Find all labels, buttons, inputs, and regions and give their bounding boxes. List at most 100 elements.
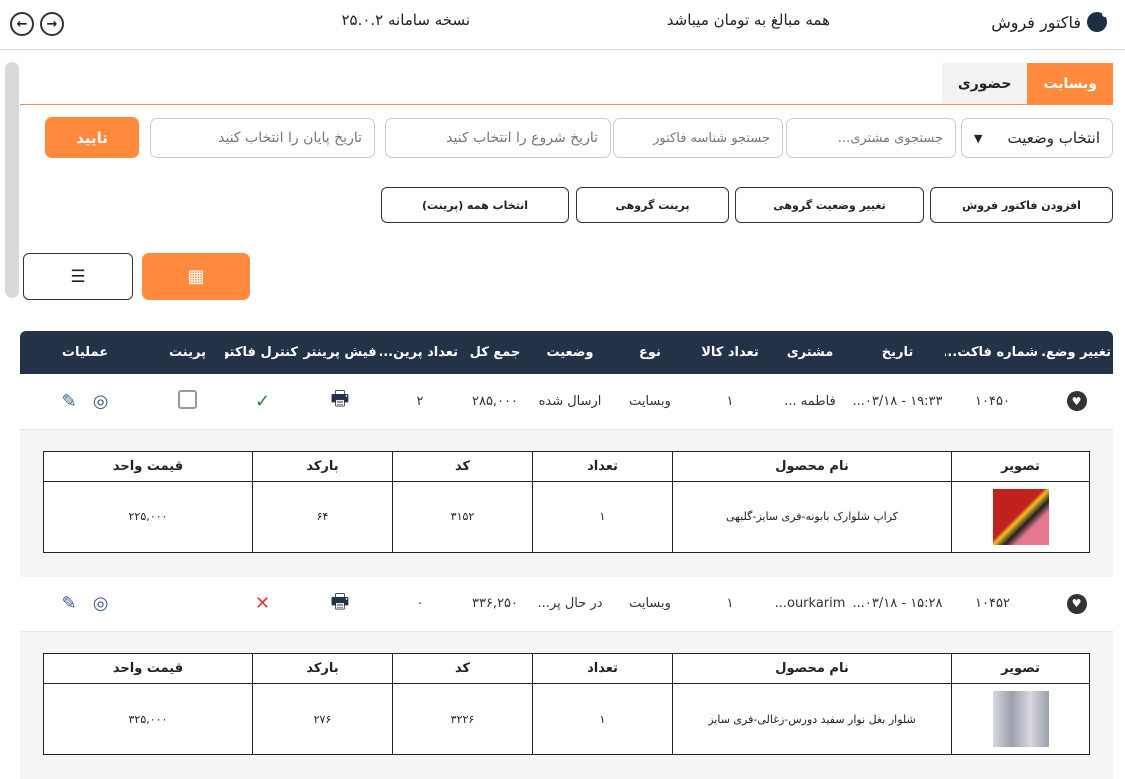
sub-col: بارکد (253, 654, 393, 684)
col-print: پرینت (150, 331, 225, 374)
control-cell: ✕ (225, 577, 300, 632)
col-item-count: تعداد کالا (690, 331, 770, 374)
status: در حال پر... (530, 577, 610, 632)
product-name: کراپ شلوارک بابونه-فری سایز-گلبهی (673, 481, 952, 552)
product-name: شلوار بغل نوار سفید دورس-زغالی-فری سایز (673, 684, 952, 755)
bulk-print-button[interactable]: پرینت گروهی (576, 187, 729, 223)
grid-icon: ▦ (188, 266, 205, 287)
sub-col: قیمت واحد (44, 654, 253, 684)
item-row: کراپ شلوارک بابونه-فری سایز-گلبهی ۱ ۳۱۵۲… (44, 481, 1090, 552)
sub-col: کد (393, 654, 533, 684)
printer-icon[interactable]: 🖶 (331, 386, 350, 410)
sub-col: نام محصول (673, 654, 952, 684)
tab-website[interactable]: وبسایت (1027, 63, 1113, 104)
col-status-change: تغییر وضع... (1040, 331, 1113, 374)
sub-col: تصویر (952, 654, 1090, 684)
brand: فاکتور فروش (991, 12, 1107, 32)
total: ۲۸۵,۰۰۰ (460, 374, 530, 429)
x-icon: ✕ (255, 593, 270, 614)
back-button[interactable]: ← (10, 12, 34, 36)
sub-col: کد (393, 451, 533, 481)
col-print-count: تعداد پرین... (380, 331, 460, 374)
product-code: ۳۲۲۶ (393, 684, 533, 755)
type: وبسایت (610, 577, 690, 632)
sub-col: قیمت واحد (44, 451, 253, 481)
view-icon[interactable]: ◎ (93, 391, 109, 412)
invoice-number: ۱۰۴۵۲ (945, 577, 1040, 632)
printer-icon[interactable]: 🖶 (331, 589, 350, 613)
sub-col: نام محصول (673, 451, 952, 481)
heart-toggle-icon[interactable]: ♥ (1067, 391, 1087, 411)
print-count: ۰ (380, 577, 460, 632)
product-qty: ۱ (533, 684, 673, 755)
status-select-label: انتخاب وضعیت (1008, 129, 1100, 147)
sub-col: تعداد (533, 451, 673, 481)
forward-button[interactable]: → (40, 12, 64, 36)
product-qty: ۱ (533, 481, 673, 552)
tabs: وبسایت حضوری (942, 63, 1113, 104)
col-operations: عملیات (20, 331, 150, 374)
version-label: نسخه سامانه ۲۵.۰.۲ (341, 11, 470, 29)
type: وبسایت (610, 374, 690, 429)
currency-note: همه مبالغ به تومان میباشد (667, 11, 830, 29)
status: ارسال شده (530, 374, 610, 429)
operations-cell: ◎✎ (20, 577, 150, 632)
edit-icon[interactable]: ✎ (62, 593, 77, 614)
scrollbar[interactable] (5, 62, 19, 298)
select-all-print-button[interactable]: انتخاب همه (پرینت) (381, 187, 569, 223)
table-row: ♥ ۱۰۴۵۰ ۱۹:۳۳ - ۰۳/۱۸... فاطمه ... ۱ وبس… (20, 374, 1113, 429)
edit-icon[interactable]: ✎ (62, 391, 77, 412)
product-image (993, 489, 1049, 545)
heart-toggle-icon[interactable]: ♥ (1067, 594, 1087, 614)
customer: فاطمه ... (770, 374, 850, 429)
sub-col: تعداد (533, 654, 673, 684)
product-price: ۳۲۵,۰۰۰ (44, 684, 253, 755)
print-cell (150, 577, 225, 632)
status-select[interactable]: انتخاب وضعیت ▼ (961, 118, 1113, 158)
status-change-cell: ♥ (1040, 577, 1113, 632)
col-status: وضعیت (530, 331, 610, 374)
end-date-input[interactable]: تاریخ پایان را انتخاب کنید (150, 118, 375, 158)
product-barcode: ۶۴ (253, 481, 393, 552)
col-invoice-control: کنترل فاکتور (225, 331, 300, 374)
item-count: ۱ (690, 374, 770, 429)
product-code: ۳۱۵۲ (393, 481, 533, 552)
product-image-cell (952, 684, 1090, 755)
total: ۳۳۶,۲۵۰ (460, 577, 530, 632)
list-view-button[interactable]: ☰ (23, 253, 133, 300)
invoice-search-input[interactable]: جستجو شناسه فاکتور (613, 118, 783, 158)
operations-cell: ◎✎ (20, 374, 150, 429)
start-date-input[interactable]: تاریخ شروع را انتخاب کنید (385, 118, 611, 158)
bulk-status-button[interactable]: تغییر وضعیت گروهی (735, 187, 924, 223)
print-checkbox[interactable] (178, 390, 197, 409)
grid-view-button[interactable]: ▦ (142, 253, 250, 300)
item-count: ۱ (690, 577, 770, 632)
view-icon[interactable]: ◎ (93, 593, 109, 614)
table-header: تغییر وضع... شماره فاکت... تاریخ مشتری ت… (20, 331, 1113, 374)
status-change-cell: ♥ (1040, 374, 1113, 429)
col-date: تاریخ (850, 331, 945, 374)
customer: ourkarim... (770, 577, 850, 632)
col-invoice-number: شماره فاکت... (945, 331, 1040, 374)
control-cell: ✓ (225, 374, 300, 429)
print-cell (150, 374, 225, 429)
table-row: ♥ ۱۰۴۵۲ ۱۵:۲۸ - ۰۳/۱۸... ourkarim... ۱ و… (20, 577, 1113, 632)
page-title: فاکتور فروش (991, 13, 1081, 32)
customer-search-input[interactable]: جستجوی مشتری... (786, 118, 956, 158)
add-invoice-button[interactable]: افزودن فاکتور فروش (930, 187, 1113, 223)
print-count: ۲ (380, 374, 460, 429)
tab-in-person[interactable]: حضوری (942, 63, 1028, 104)
logo-icon (1087, 12, 1107, 32)
confirm-button[interactable]: تایید (45, 117, 139, 158)
chevron-down-icon: ▼ (974, 132, 982, 145)
arrow-left-icon: ← (17, 17, 28, 32)
arrow-right-icon: → (47, 17, 58, 32)
